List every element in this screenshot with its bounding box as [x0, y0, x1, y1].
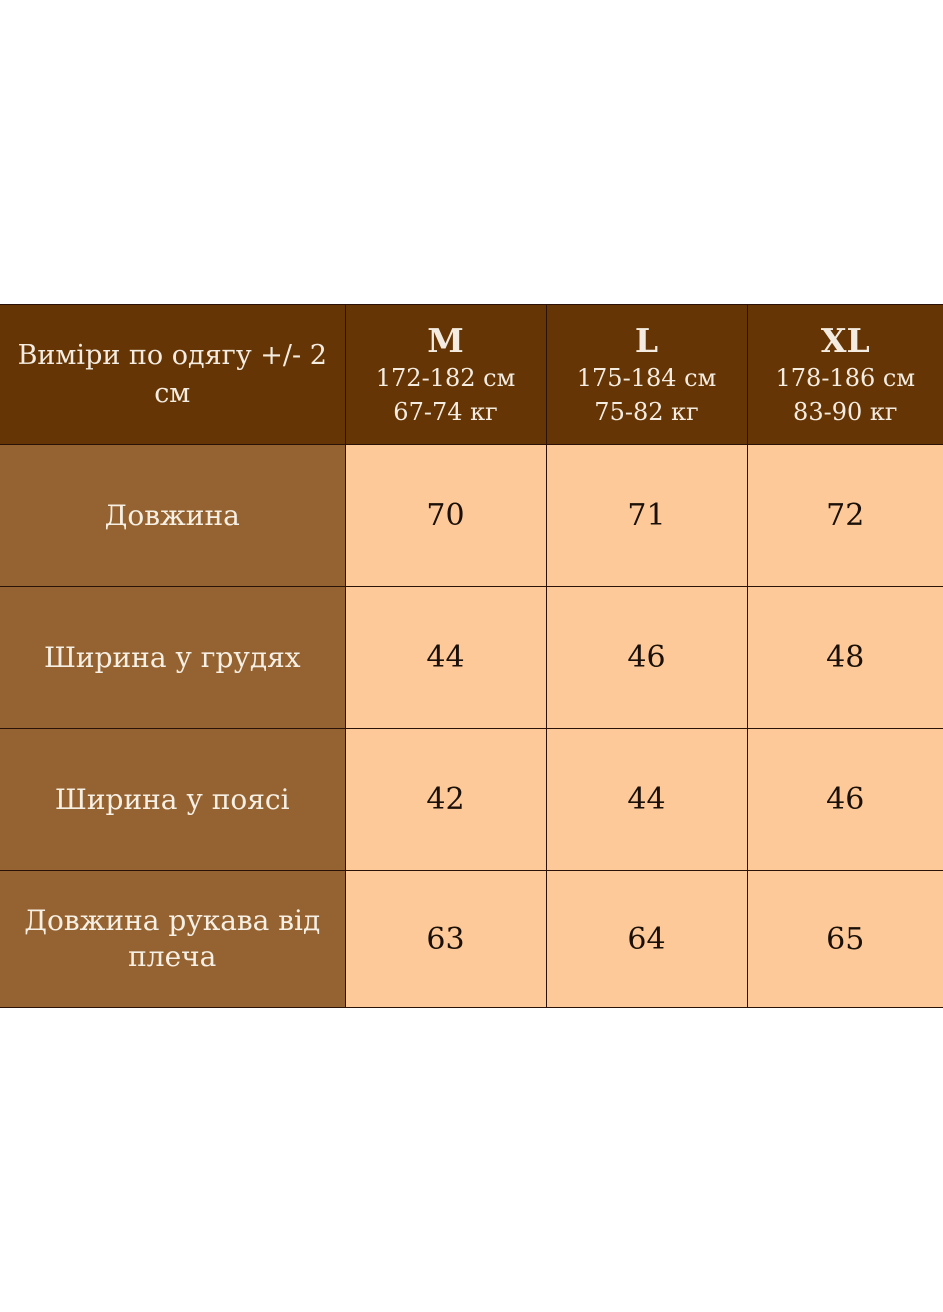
table-cell: 71	[545, 444, 748, 587]
weight-range: 83-90 кг	[793, 397, 898, 426]
measurements-header: Виміри по одягу +/- 2 см	[0, 304, 346, 445]
table-row: Довжина 70 71 72	[0, 444, 943, 587]
size-chart: Виміри по одягу +/- 2 см M 172-182 см 67…	[0, 304, 943, 1008]
row-label: Довжина	[0, 444, 346, 587]
height-range: 178-186 см	[775, 363, 915, 392]
table-cell: 70	[344, 444, 547, 587]
table-cell: 42	[344, 728, 547, 871]
table-row: Ширина у поясі 42 44 46	[0, 728, 943, 871]
height-range: 172-182 см	[375, 363, 516, 392]
table-row: Ширина у грудях 44 46 48	[0, 586, 943, 729]
table-cell: 63	[344, 870, 547, 1008]
height-range: 175-184 см	[576, 363, 717, 392]
row-label: Ширина у поясі	[0, 728, 346, 871]
table-cell: 46	[746, 728, 943, 871]
size-label: L	[634, 320, 659, 360]
table-cell: 46	[545, 586, 748, 729]
size-column-m: M 172-182 см 67-74 кг	[344, 304, 547, 445]
row-label: Ширина у грудях	[0, 586, 346, 729]
table-cell: 44	[344, 586, 547, 729]
header-row: Виміри по одягу +/- 2 см M 172-182 см 67…	[0, 304, 943, 445]
size-table: Виміри по одягу +/- 2 см M 172-182 см 67…	[0, 304, 943, 1008]
table-cell: 64	[545, 870, 748, 1008]
size-label: M	[427, 320, 464, 360]
weight-range: 67-74 кг	[393, 397, 498, 426]
size-label: XL	[820, 320, 870, 360]
table-cell: 65	[746, 870, 943, 1008]
size-column-xl: XL 178-186 см 83-90 кг	[746, 304, 943, 445]
weight-range: 75-82 кг	[594, 397, 699, 426]
row-label: Довжина рукава від плеча	[0, 870, 346, 1008]
size-column-l: L 175-184 см 75-82 кг	[545, 304, 748, 445]
table-cell: 44	[545, 728, 748, 871]
table-cell: 72	[746, 444, 943, 587]
table-cell: 48	[746, 586, 943, 729]
table-row: Довжина рукава від плеча 63 64 65	[0, 870, 943, 1008]
